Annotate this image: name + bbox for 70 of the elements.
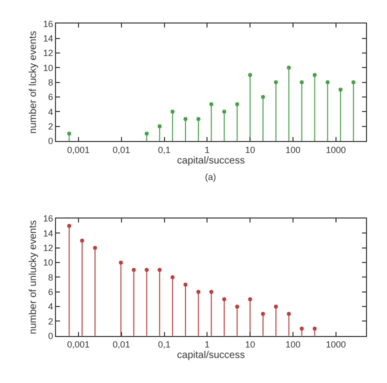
point bbox=[118, 260, 123, 265]
y-axis-title: number of lucky events bbox=[28, 30, 40, 134]
point bbox=[261, 94, 266, 99]
point bbox=[274, 80, 278, 84]
x-tick-label: 1000 bbox=[326, 144, 346, 155]
y-tick-label: 0 bbox=[48, 331, 54, 342]
x-axis-title: capital/success bbox=[177, 350, 245, 362]
x-tick-label: 1 bbox=[204, 144, 210, 155]
point bbox=[132, 268, 136, 272]
x-tick-label: 0,1 bbox=[158, 144, 171, 155]
y-tick-label: 16 bbox=[43, 18, 54, 29]
x-tick-label: 0,001 bbox=[67, 340, 90, 350]
x-tick-label: 100 bbox=[285, 340, 301, 350]
point bbox=[144, 268, 149, 272]
x-tick-label: 0,001 bbox=[67, 144, 90, 155]
y-tick-label: 8 bbox=[48, 77, 54, 88]
point bbox=[326, 80, 330, 84]
point bbox=[222, 110, 226, 114]
point bbox=[158, 124, 162, 128]
y-tick-label: 10 bbox=[43, 258, 54, 268]
point bbox=[170, 275, 175, 280]
point bbox=[312, 326, 317, 331]
point bbox=[196, 116, 200, 121]
point bbox=[196, 290, 200, 294]
point bbox=[300, 326, 304, 331]
y-tick-label: 16 bbox=[43, 214, 54, 224]
point bbox=[235, 304, 240, 309]
y-tick-label: 14 bbox=[43, 228, 54, 238]
y-tick-label: 2 bbox=[48, 316, 54, 326]
x-tick-label: 1 bbox=[204, 340, 210, 350]
y-tick-label: 10 bbox=[43, 62, 54, 73]
point bbox=[351, 80, 356, 84]
y-tick-label: 6 bbox=[48, 92, 54, 102]
point bbox=[183, 282, 188, 287]
point bbox=[248, 72, 252, 77]
point bbox=[312, 72, 317, 77]
y-tick-label: 14 bbox=[43, 33, 54, 44]
point bbox=[261, 312, 266, 316]
y-tick-label: 2 bbox=[48, 121, 54, 132]
point bbox=[209, 290, 214, 294]
y-axis-title: number of unlucky events bbox=[28, 220, 40, 334]
y-tick-label: 12 bbox=[43, 48, 54, 58]
point bbox=[158, 268, 162, 272]
text: (a) bbox=[205, 172, 216, 182]
point bbox=[286, 66, 291, 70]
x-tick-label: 1000 bbox=[326, 340, 346, 350]
point bbox=[338, 88, 343, 92]
x-tick-label: 100 bbox=[285, 144, 301, 155]
y-tick-label: 12 bbox=[43, 243, 54, 254]
point bbox=[248, 297, 252, 302]
point bbox=[183, 116, 188, 121]
x-tick-label: 0,1 bbox=[158, 340, 171, 350]
x-tick-label: 0,01 bbox=[112, 340, 130, 350]
y-tick-label: 8 bbox=[48, 272, 54, 282]
point bbox=[300, 80, 304, 84]
point bbox=[235, 102, 240, 106]
y-tick-label: 6 bbox=[48, 287, 54, 298]
y-tick-label: 0 bbox=[48, 136, 54, 146]
x-tick-label: 10 bbox=[245, 340, 256, 350]
point bbox=[222, 297, 226, 302]
y-tick-label: 4 bbox=[48, 302, 54, 312]
y-tick-label: 4 bbox=[48, 106, 54, 117]
x-tick-label: 10 bbox=[245, 144, 256, 155]
x-tick-label: 0,01 bbox=[112, 144, 130, 155]
point bbox=[144, 132, 149, 136]
point bbox=[274, 304, 278, 309]
point bbox=[286, 312, 291, 316]
point bbox=[170, 110, 175, 114]
point bbox=[209, 102, 214, 106]
x-axis-title: capital/success bbox=[177, 155, 245, 166]
